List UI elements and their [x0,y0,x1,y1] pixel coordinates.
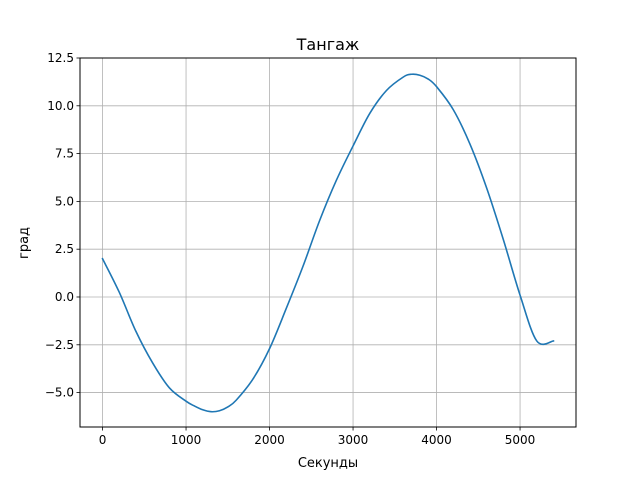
chart-title: Тангаж [296,35,360,54]
y-tick-label: −5.0 [45,386,74,400]
y-tick-label: 10.0 [47,99,74,113]
x-tick-label: 3000 [338,433,369,447]
y-tick-label: 2.5 [55,242,74,256]
x-tick-label: 5000 [505,433,536,447]
y-tick-label: 12.5 [47,51,74,65]
x-tick-label: 1000 [171,433,202,447]
x-axis: 0 1000 2000 3000 4000 5000 [99,427,536,447]
y-tick-label: 5.0 [55,194,74,208]
y-axis-label: град [17,227,32,259]
y-tick-label: 7.5 [55,147,74,161]
y-tick-label: 0.0 [55,290,74,304]
y-axis: −5.0 −2.5 0.0 2.5 5.0 7.5 10.0 12.5 [45,51,80,400]
x-tick-label: 4000 [421,433,452,447]
series-layer [101,73,555,413]
grid [80,57,576,427]
plot-frame [79,57,577,428]
series-line [101,73,555,413]
x-tick-label: 0 [99,433,107,447]
x-axis-label: Секунды [298,456,358,471]
y-tick-label: −2.5 [45,338,74,352]
x-tick-label: 2000 [254,433,285,447]
